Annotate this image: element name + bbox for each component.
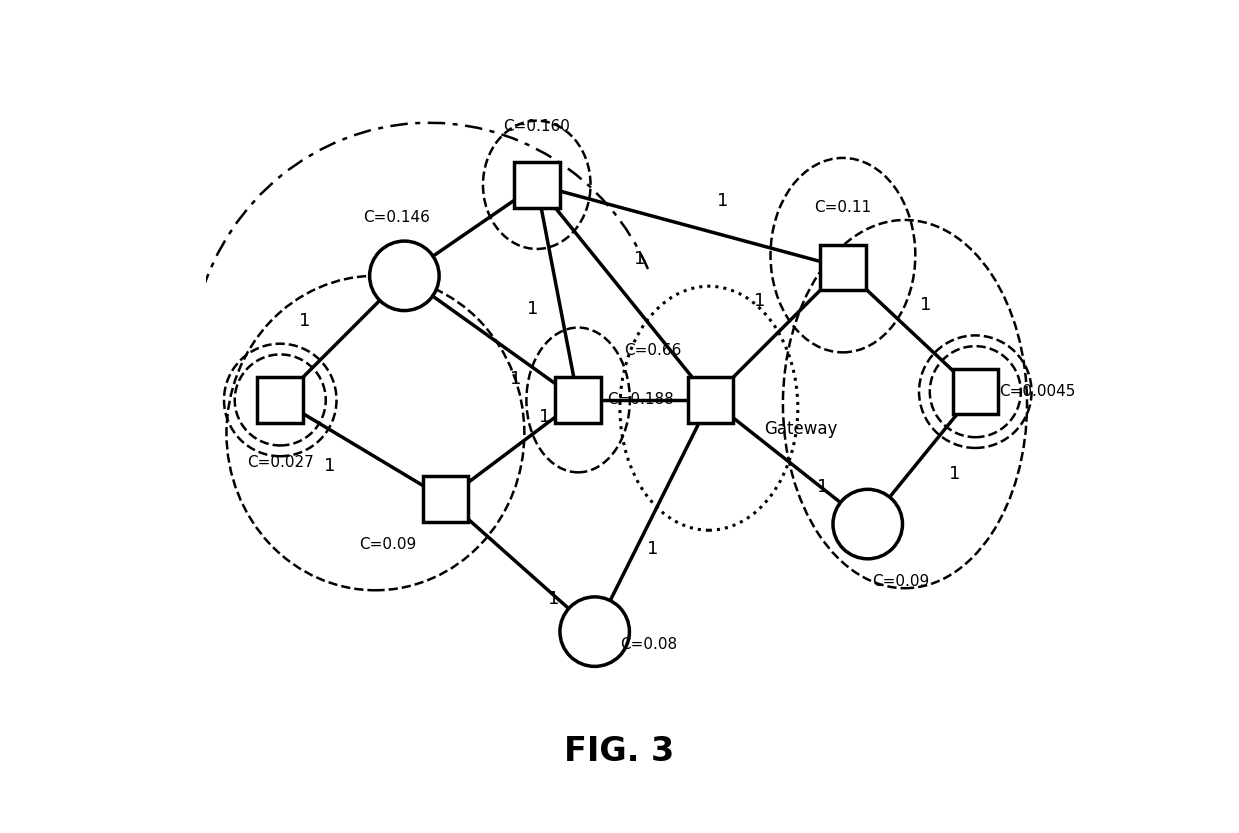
Bar	[820, 245, 866, 291]
Text: C=0.160: C=0.160	[503, 119, 570, 134]
Text: C=0.66: C=0.66	[624, 343, 681, 358]
Text: 1: 1	[634, 250, 646, 268]
Text: C=0.0045: C=0.0045	[999, 384, 1075, 399]
Text: 1: 1	[647, 540, 658, 558]
Bar	[514, 162, 560, 207]
Text: 1: 1	[548, 590, 559, 607]
Text: 1: 1	[325, 457, 336, 475]
Text: C=0.188: C=0.188	[607, 392, 674, 407]
Text: 1: 1	[949, 466, 960, 483]
Text: 1: 1	[755, 292, 766, 310]
Text: C=0.11: C=0.11	[814, 201, 871, 216]
Bar	[422, 476, 468, 522]
Text: C=0.09: C=0.09	[359, 537, 416, 552]
Text: 1: 1	[921, 296, 932, 314]
Text: 1: 1	[717, 192, 729, 211]
Circle shape	[369, 241, 439, 311]
Bar	[258, 377, 304, 422]
Bar	[953, 369, 999, 415]
Text: C=0.027: C=0.027	[247, 455, 313, 470]
Text: 1: 1	[300, 312, 311, 331]
Text: 1: 1	[510, 370, 522, 388]
Bar	[555, 377, 601, 422]
Text: C=0.146: C=0.146	[363, 211, 430, 226]
Text: C=0.09: C=0.09	[872, 575, 929, 590]
Text: 1: 1	[527, 300, 538, 318]
Text: Gateway: Gateway	[764, 420, 838, 438]
Bar	[688, 377, 733, 422]
Text: 1: 1	[817, 478, 828, 496]
Text: 1: 1	[539, 407, 550, 426]
Circle shape	[833, 489, 902, 559]
Text: C=0.08: C=0.08	[620, 636, 676, 651]
Text: FIG. 3: FIG. 3	[565, 735, 674, 768]
Circle shape	[560, 597, 629, 666]
